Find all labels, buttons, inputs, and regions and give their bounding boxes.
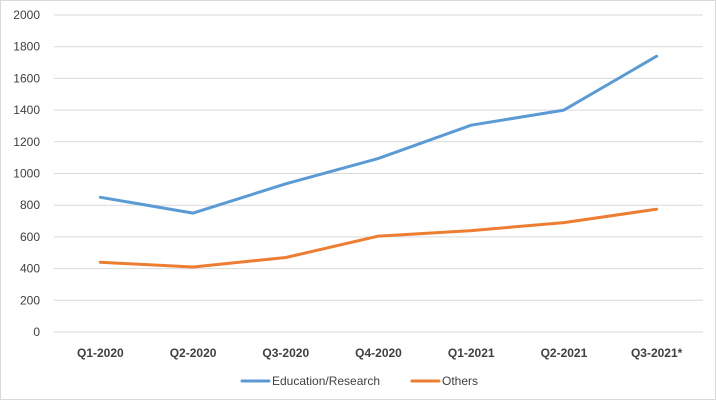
series-lines <box>98 54 659 269</box>
y-tick-label: 2000 <box>13 8 40 22</box>
x-axis-tick-labels: Q1-2020 Q2-2020 Q3-2020 Q4-2020 Q1-2021 Q2-20… <box>77 346 683 360</box>
x-tick-label: Q2-2020 <box>170 346 217 360</box>
x-tick-label: Q4-2020 <box>355 346 402 360</box>
y-tick-label: 1400 <box>13 103 40 117</box>
series-line-others <box>98 207 659 269</box>
y-tick-label: 600 <box>20 230 40 244</box>
grid-lines <box>54 14 703 333</box>
x-tick-label: Q3-2020 <box>262 346 309 360</box>
x-tick-label: Q2-2021 <box>541 346 588 360</box>
y-tick-label: 1600 <box>13 71 40 85</box>
x-tick-label: Q1-2020 <box>77 346 124 360</box>
legend: Education/Research Others <box>240 374 478 388</box>
y-axis-tick-labels: 0 200 400 600 800 1000 1200 1400 1600 1800 2000 <box>13 8 40 339</box>
y-tick-label: 800 <box>20 198 40 212</box>
y-tick-label: 1800 <box>13 40 40 54</box>
y-tick-label: 0 <box>33 325 40 339</box>
y-tick-label: 400 <box>20 262 40 276</box>
series-line-education-research <box>98 54 659 215</box>
legend-label: Others <box>442 374 478 388</box>
y-tick-label: 1200 <box>13 135 40 149</box>
x-tick-label: Q1-2021 <box>448 346 495 360</box>
y-tick-label: 1000 <box>13 167 40 181</box>
x-tick-label: Q3-2021* <box>631 346 683 360</box>
y-tick-label: 200 <box>20 293 40 307</box>
legend-label: Education/Research <box>272 374 380 388</box>
